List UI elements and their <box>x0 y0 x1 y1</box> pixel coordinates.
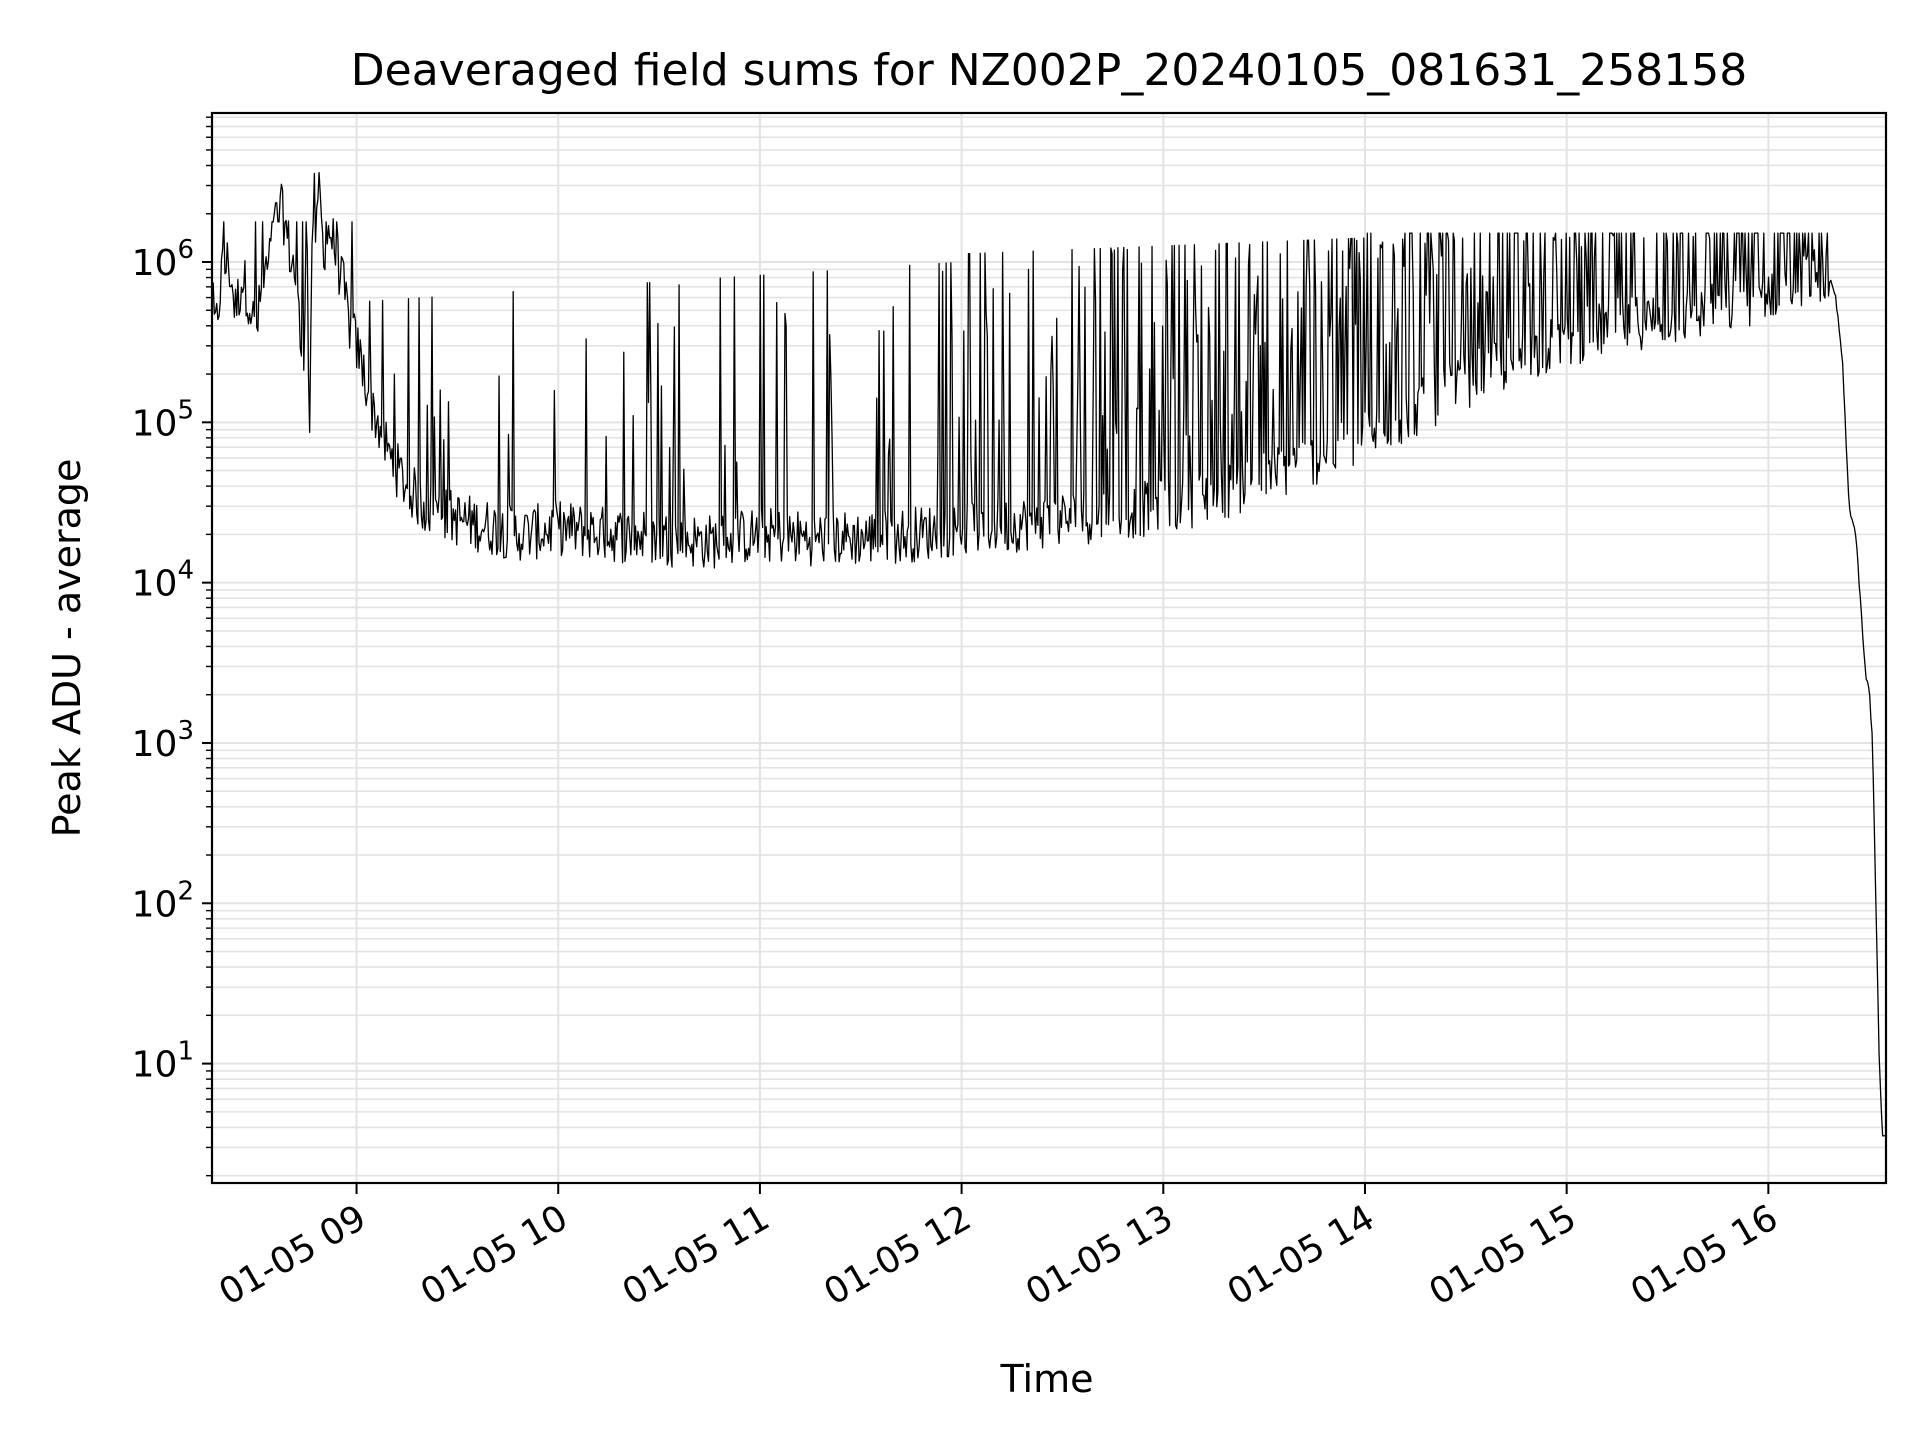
y-axis-label: Peak ADU - average <box>45 459 89 838</box>
y-tick-label: 101 <box>132 1037 194 1086</box>
y-tick-exponent: 2 <box>177 876 194 906</box>
y-tick-exponent: 3 <box>177 716 194 746</box>
y-tick-base: 10 <box>132 403 178 444</box>
y-tick-base: 10 <box>132 564 178 605</box>
y-tick-exponent: 5 <box>177 395 194 425</box>
series-line <box>211 171 1886 1137</box>
plot-frame <box>210 111 1888 1185</box>
x-axis-label: Time <box>1000 1357 1094 1401</box>
y-tick-base: 10 <box>132 884 178 925</box>
y-tick-exponent: 4 <box>177 556 194 586</box>
y-tick-exponent: 1 <box>177 1037 194 1067</box>
series-layer <box>211 171 1886 1137</box>
ticks <box>202 116 1770 1194</box>
grid <box>212 113 1886 1183</box>
y-tick-label: 104 <box>132 556 194 605</box>
y-tick-label: 103 <box>132 716 194 765</box>
chart-title: Deaveraged field sums for NZ002P_2024010… <box>351 45 1747 96</box>
y-tick-label: 105 <box>132 395 194 444</box>
y-tick-label: 102 <box>132 876 194 925</box>
y-tick-label: 106 <box>132 235 194 284</box>
y-tick-exponent: 6 <box>177 235 194 265</box>
y-tick-base: 10 <box>132 724 178 765</box>
y-tick-base: 10 <box>132 243 178 284</box>
y-tick-base: 10 <box>132 1045 178 1086</box>
